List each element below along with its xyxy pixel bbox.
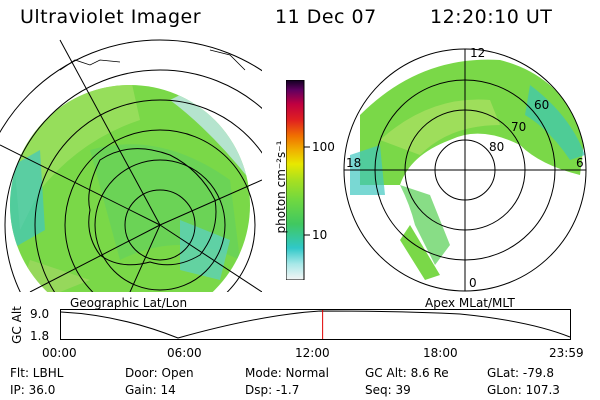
colorbar-unit-label: photon cm⁻²s⁻¹	[274, 140, 288, 234]
timeline-axis-label: GC Alt	[10, 306, 24, 344]
colorbar-tick-10: 10	[312, 228, 328, 242]
mode-status: Mode: Normal	[245, 366, 329, 380]
gain-status: Gain: 14	[125, 383, 176, 397]
uv-intensity-image	[10, 85, 250, 292]
observation-date: 11 Dec 07	[275, 6, 377, 28]
mlt-label-6: 6	[576, 156, 584, 170]
altitude-timeline	[60, 309, 571, 340]
gc-alt-status: GC Alt: 8.6 Re	[365, 366, 449, 380]
mlt-label-18: 18	[346, 156, 362, 170]
geographic-map	[0, 39, 262, 292]
glon-status: GLon: 107.3	[487, 383, 560, 397]
instrument-title: Ultraviolet Imager	[20, 6, 202, 28]
ip-status: IP: 36.0	[10, 383, 56, 397]
altitude-curve	[60, 310, 571, 339]
mlat-label-70: 70	[511, 120, 527, 134]
mlat-label-60: 60	[534, 98, 550, 112]
mlat-label-80: 80	[489, 140, 505, 154]
colorbar	[286, 80, 310, 280]
door-status: Door: Open	[125, 366, 194, 380]
filter-status: Flt: LBHL	[10, 366, 64, 380]
colorbar-tick-100: 100	[312, 140, 335, 154]
timeline-xtick-2359: 23:59	[549, 346, 584, 360]
timeline-xtick-0000: 00:00	[42, 346, 77, 360]
dsp-status: Dsp: -1.7	[245, 383, 300, 397]
timeline-ytick-high: 9.0	[30, 307, 50, 321]
timeline-xtick-1800: 18:00	[423, 346, 458, 360]
glat-status: GLat: -79.8	[487, 366, 554, 380]
timeline-xtick-1200: 12:00	[295, 346, 330, 360]
seq-status: Seq: 39	[365, 383, 411, 397]
coastline	[88, 148, 217, 266]
magnetic-panel-label: Apex MLat/MLT	[425, 296, 515, 310]
geographic-panel-label: Geographic Lat/Lon	[70, 296, 188, 310]
mlt-label-12: 12	[470, 46, 486, 60]
timeline-xtick-0600: 06:00	[167, 346, 202, 360]
timeline-ytick-low: 1.8	[30, 329, 50, 343]
observation-time: 12:20:10 UT	[430, 6, 553, 28]
mlt-label-0: 0	[469, 276, 477, 290]
magnetic-polar-plot	[343, 48, 587, 292]
